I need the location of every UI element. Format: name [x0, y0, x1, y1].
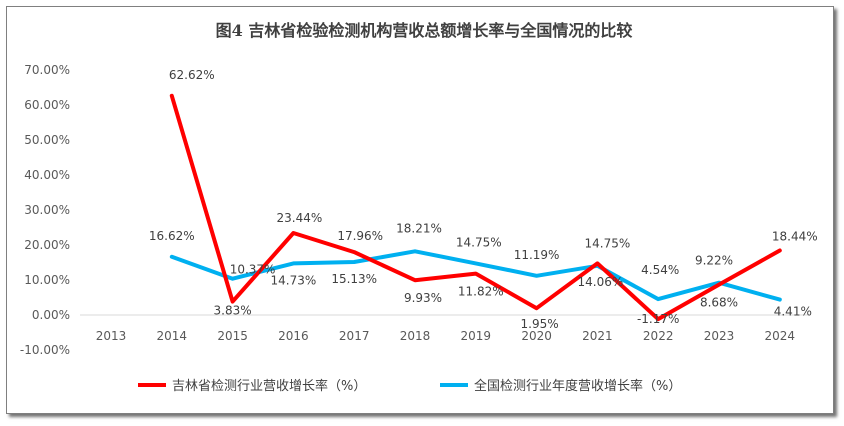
- x-tick-label: 2021: [582, 329, 613, 343]
- data-label-jilin: 14.75%: [585, 236, 631, 250]
- series-line-national: [169, 249, 782, 302]
- x-tick-label: 2019: [461, 329, 492, 343]
- y-tick-label: -10.00%: [20, 343, 70, 357]
- data-label-jilin: 18.44%: [772, 229, 818, 243]
- series-line-jilin: [169, 93, 782, 322]
- data-label-national: 15.13%: [331, 272, 377, 286]
- y-tick-label: 30.00%: [24, 203, 70, 217]
- x-tick-label: 2020: [521, 329, 552, 343]
- y-tick-label: 10.00%: [24, 273, 70, 287]
- x-tick-label: 2013: [96, 329, 127, 343]
- x-tick-label: 2023: [704, 329, 735, 343]
- data-label-national: 18.21%: [396, 221, 442, 235]
- data-label-jilin: 62.62%: [169, 68, 215, 82]
- data-label-national: 11.19%: [514, 248, 560, 262]
- legend-label-national: 全国检测行业年度营收增长率（%）: [474, 378, 681, 394]
- data-label-national: 9.22%: [695, 254, 733, 268]
- x-tick-label: 2016: [278, 329, 309, 343]
- data-label-national: 4.41%: [774, 305, 812, 319]
- data-label-jilin: 23.44%: [277, 211, 323, 225]
- x-tick-label: 2014: [157, 329, 188, 343]
- data-label-national: 14.06%: [578, 275, 624, 289]
- y-tick-label: 20.00%: [24, 238, 70, 252]
- x-axis-ticks: 2013 2014 2015 2016 2017 2018 2019 2020 2021 2022…: [96, 329, 795, 343]
- data-label-jilin: 9.93%: [404, 291, 442, 305]
- data-label-jilin: 17.96%: [337, 229, 383, 243]
- data-label-jilin: 8.68%: [700, 296, 738, 310]
- x-tick-label: 2017: [339, 329, 370, 343]
- y-tick-label: 40.00%: [24, 168, 70, 182]
- x-tick-label: 2022: [643, 329, 674, 343]
- legend: 吉林省检测行业营收增长率（%） 全国检测行业年度营收增长率（%）: [138, 378, 681, 394]
- series-lines: [169, 93, 782, 322]
- y-tick-label: 70.00%: [24, 63, 70, 77]
- chart-frame: [6, 6, 834, 414]
- x-tick-label: 2024: [765, 329, 796, 343]
- data-label-jilin: 1.95%: [521, 317, 559, 331]
- data-label-national: 16.62%: [149, 229, 195, 243]
- data-label-jilin: 3.83%: [214, 304, 252, 318]
- y-tick-label: 50.00%: [24, 133, 70, 147]
- data-label-jilin: -1.17%: [637, 312, 679, 326]
- data-label-national: 10.37%: [230, 263, 276, 277]
- y-tick-label: 0.00%: [32, 308, 70, 322]
- data-label-national: 14.75%: [456, 235, 502, 249]
- data-labels: 62.62% 3.83% 23.44% 17.96% 9.93% 11.82% 1.95% 1…: [149, 68, 818, 331]
- data-label-national: 14.73%: [271, 273, 317, 287]
- x-tick-label: 2015: [217, 329, 248, 343]
- data-label-national: 4.54%: [641, 263, 679, 277]
- y-tick-label: 60.00%: [24, 98, 70, 112]
- chart-title: 图4 吉林省检验检测机构营收总额增长率与全国情况的比较: [216, 21, 633, 40]
- y-axis-ticks: 70.00% 60.00% 50.00% 40.00% 30.00% 20.00% 10.0…: [20, 63, 70, 357]
- legend-label-jilin: 吉林省检测行业营收增长率（%）: [172, 378, 366, 394]
- x-tick-label: 2018: [400, 329, 431, 343]
- data-label-jilin: 11.82%: [458, 285, 504, 299]
